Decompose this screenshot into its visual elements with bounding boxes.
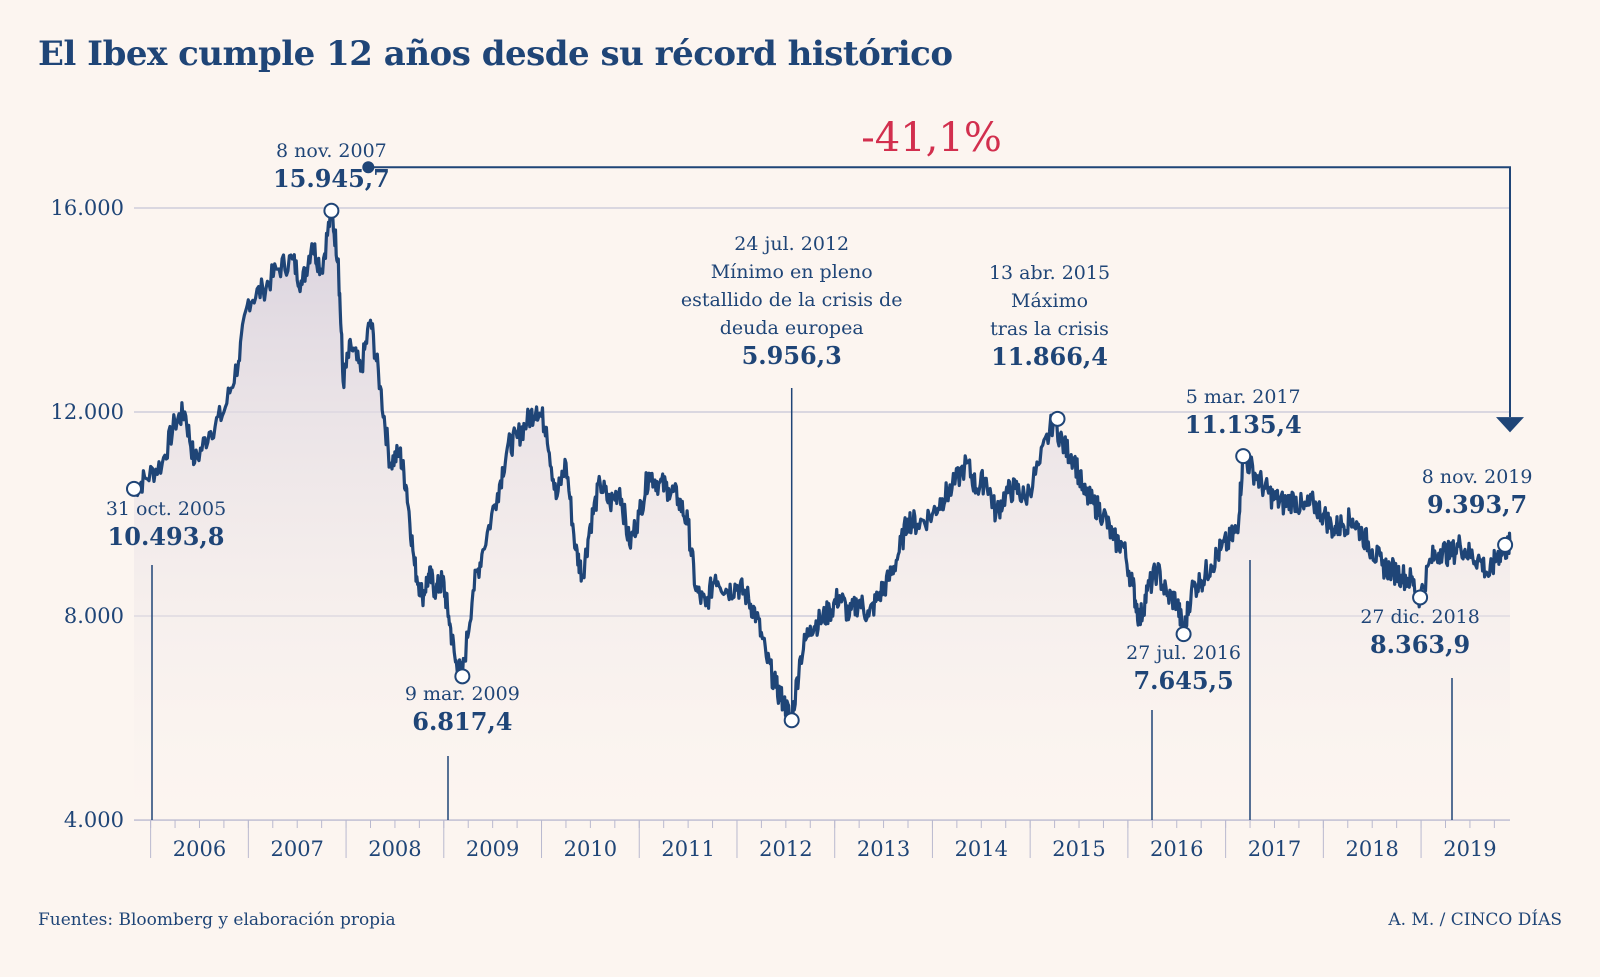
annotation-label: 27 dic. 2018: [1360, 606, 1480, 628]
annotation-point-marker: [323, 202, 340, 219]
arrow-head: [1496, 417, 1524, 433]
x-tick-label: 2012: [759, 837, 812, 861]
x-tick-label: 2013: [857, 837, 910, 861]
x-tick-label: 2014: [955, 837, 1008, 861]
annotation-point-marker: [783, 712, 800, 729]
annotation-value: 15.945,7: [273, 164, 390, 193]
x-tick-label: 2016: [1150, 837, 1203, 861]
annotation-point-marker: [1412, 589, 1429, 606]
x-tick-label: 2008: [368, 837, 421, 861]
annotation-value: 6.817,4: [412, 707, 512, 736]
annotation-value: 11.866,4: [991, 342, 1108, 371]
annotation-label: 9 mar. 2009: [405, 683, 520, 705]
annotation-point-marker: [454, 668, 471, 685]
arrow-line: [368, 166, 1511, 418]
y-tick-label: 4.000: [64, 808, 124, 832]
annotation-label: 8 nov. 2007: [276, 140, 387, 162]
annotation-label: Máximo: [1011, 290, 1088, 312]
change-percent-label: -41,1%: [861, 115, 1002, 161]
y-tick-label: 12.000: [51, 400, 124, 424]
annotation-value: 7.645,5: [1133, 666, 1233, 695]
annotation-label: tras la crisis: [990, 318, 1109, 340]
x-tick-label: 2015: [1052, 837, 1105, 861]
annotation-value: 10.493,8: [108, 522, 225, 551]
annotation-point-marker: [1049, 410, 1066, 427]
source-note: Fuentes: Bloomberg y elaboración propia: [38, 910, 396, 930]
x-tick-label: 2007: [270, 837, 323, 861]
annotation-label: estallido de la crisis de: [681, 289, 903, 311]
chart-title: El Ibex cumple 12 años desde su récord h…: [38, 34, 953, 74]
x-tick-label: 2009: [466, 837, 519, 861]
annotation-point-marker: [1497, 536, 1514, 553]
annotation-label: 27 jul. 2016: [1126, 642, 1241, 664]
annotation-label: 31 oct. 2005: [106, 498, 226, 520]
annotation-value: 8.363,9: [1370, 630, 1470, 659]
x-tick-label: 2006: [173, 837, 226, 861]
annotation-value: 9.393,7: [1427, 490, 1527, 519]
annotation-label: deuda europea: [720, 317, 864, 339]
annotation-value: 11.135,4: [1185, 410, 1302, 439]
y-tick-label: 16.000: [51, 196, 124, 220]
credit-note: A. M. / CINCO DÍAS: [1388, 910, 1562, 930]
x-tick-label: 2010: [564, 837, 617, 861]
annotation-label: 8 nov. 2019: [1422, 466, 1533, 488]
x-tick-label: 2019: [1443, 837, 1496, 861]
annotation-point-marker: [1175, 626, 1192, 643]
y-tick-label: 8.000: [64, 604, 124, 628]
annotation-value: 5.956,3: [742, 341, 842, 370]
annotation-label: 24 jul. 2012: [734, 233, 849, 255]
annotation-label: 13 abr. 2015: [989, 262, 1110, 284]
annotation-label: 5 mar. 2017: [1186, 386, 1301, 408]
series-line-ibex: [133, 204, 1512, 726]
x-tick-label: 2017: [1248, 837, 1301, 861]
annotation-point-marker: [126, 480, 142, 497]
annotation-label: Mínimo en pleno: [711, 261, 873, 283]
x-tick-label: 2018: [1345, 837, 1398, 861]
x-tick-label: 2011: [661, 837, 714, 861]
series-area: [134, 205, 1510, 821]
annotation-point-marker: [1235, 448, 1252, 465]
